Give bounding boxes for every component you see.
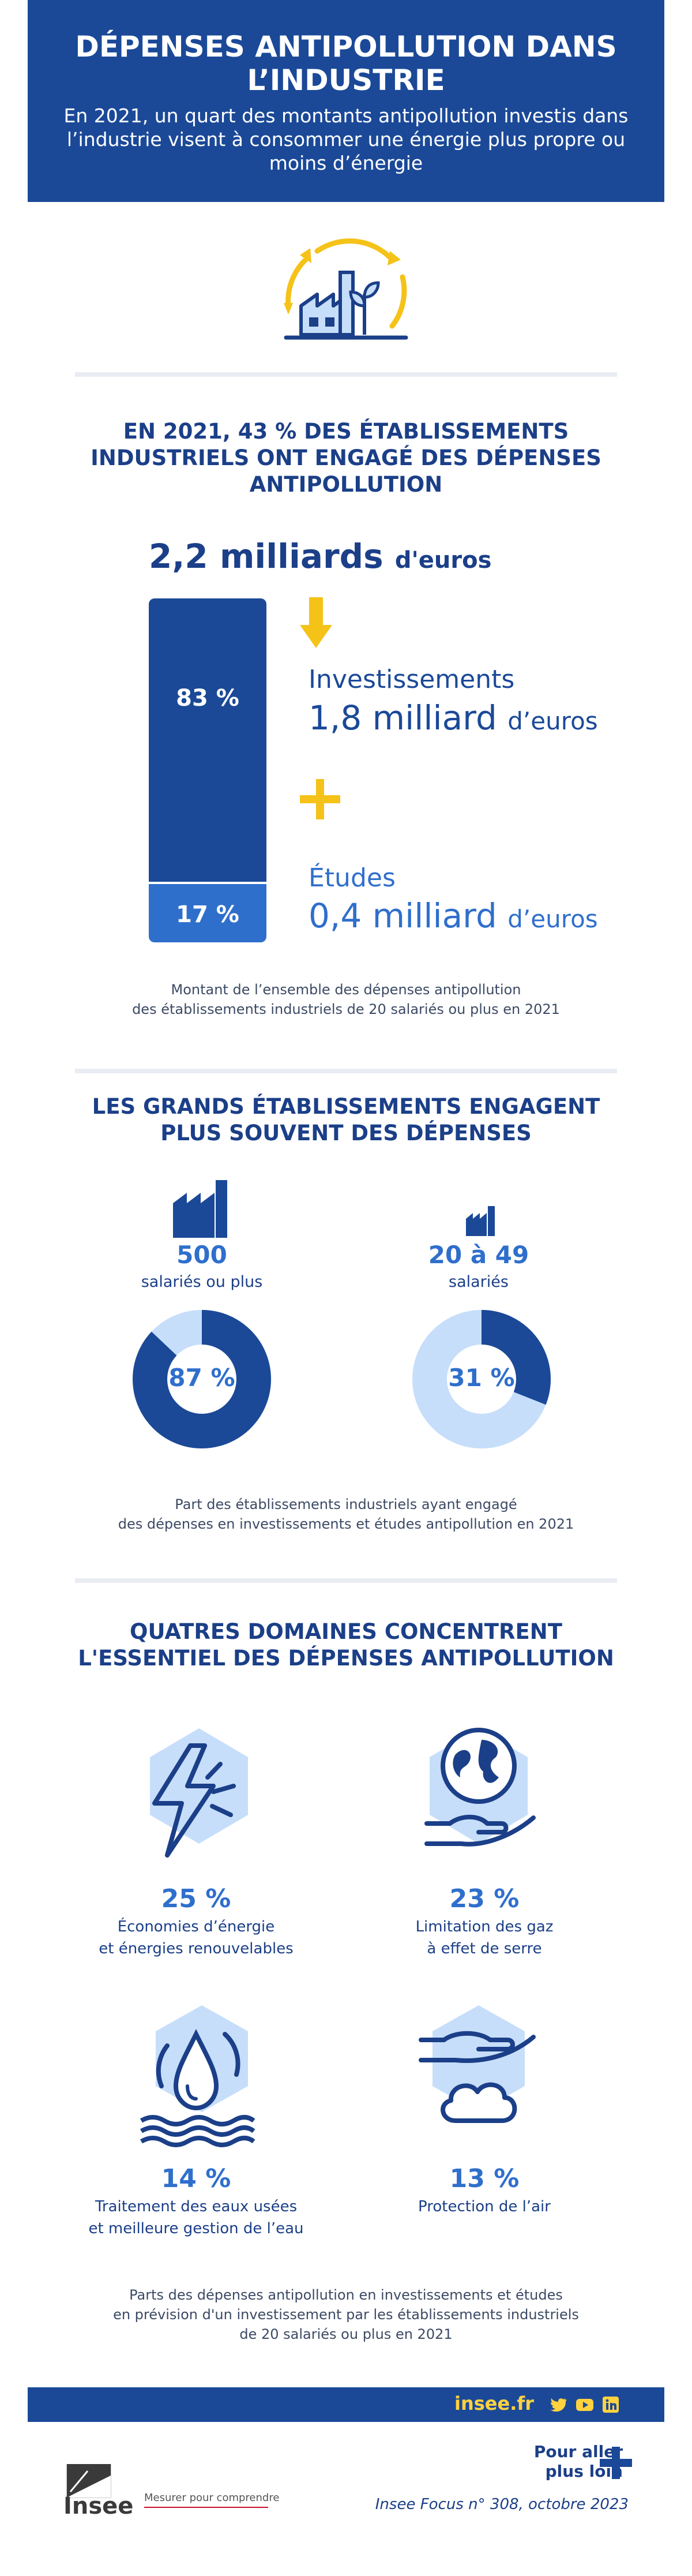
linkedin-icon[interactable] <box>601 2395 620 2414</box>
domain-air-label-line1: Protection de l’air <box>418 2198 551 2215</box>
studies-amount: 0,4 milliard d’euros <box>309 896 598 935</box>
section-divider <box>75 1578 617 1583</box>
cloud-hand-icon <box>419 2005 536 2123</box>
factory-cycle-icon <box>284 238 408 340</box>
investment-unit: d’euros <box>507 707 598 735</box>
donut-arc <box>133 1310 271 1448</box>
section2-caption-line2: des dépenses en investissements et étude… <box>118 1516 574 1532</box>
total-unit: d'euros <box>394 547 492 574</box>
tagline-underline <box>144 2507 268 2508</box>
section2-title: LES GRANDS ÉTABLISSEMENTS ENGAGENT PLUS … <box>92 1094 600 1145</box>
page-subtitle: En 2021, un quart des montants antipollu… <box>63 104 629 174</box>
donut-arc <box>412 1310 551 1448</box>
section3-caption-line3: de 20 salariés ou plus en 2021 <box>239 2326 453 2342</box>
further-reading-line1: Pour aller <box>533 2442 623 2461</box>
studies-share-label: 17 % <box>176 901 239 928</box>
domain-energy-label: Économies d’énergie et énergies renouvel… <box>75 1916 317 1960</box>
domain-ghg-label-line1: Limitation des gaz <box>415 1918 554 1935</box>
small-size-label: salariés <box>449 1273 509 1291</box>
studies-value: 0,4 milliard <box>309 896 497 935</box>
footer-bar: insee.fr <box>28 2387 664 2422</box>
insee-logo-icon <box>66 2464 111 2498</box>
investment-bar: 83 % <box>149 598 266 882</box>
large-size-label: salariés ou plus <box>141 1273 263 1291</box>
section1-title: EN 2021, 43 % DES ÉTABLISSEMENTS INDUSTR… <box>91 419 601 497</box>
small-factory-icon <box>466 1206 495 1236</box>
domain-air-pct: 13 % <box>449 2164 520 2193</box>
section1-caption-line1: Montant de l’ensemble des dépenses antip… <box>171 982 521 998</box>
section3-caption-line2: en prévision d'un investissement par les… <box>113 2307 579 2323</box>
section2-caption: Part des établissements industriels ayan… <box>86 1495 606 1534</box>
domain-ghg-pct: 23 % <box>449 1884 520 1914</box>
section1-caption-line2: des établissements industriels de 20 sal… <box>132 1001 560 1017</box>
section2-caption-line1: Part des établissements industriels ayan… <box>175 1496 517 1512</box>
further-reading-link[interactable]: Pour aller plus loin <box>496 2442 623 2481</box>
small-size-value: 20 à 49 <box>428 1241 529 1269</box>
plus-icon <box>300 779 340 819</box>
studies-name: Études <box>309 863 396 893</box>
water-drop-icon <box>140 2005 255 2147</box>
domain-ghg-label: Limitation des gaz à effet de serre <box>363 1916 606 1960</box>
domain-water-pct: 14 % <box>161 2164 231 2193</box>
total-amount: 2,2 milliards d'euros <box>149 537 491 576</box>
section1-caption: Montant de l’ensemble des dépenses antip… <box>86 980 606 1019</box>
down-arrow-icon <box>300 597 332 648</box>
further-reading-plus-icon[interactable] <box>600 2447 632 2479</box>
small-share-donut <box>412 1310 551 1448</box>
header-banner: DÉPENSES ANTIPOLLUTION DANS L’INDUSTRIE … <box>28 0 664 202</box>
large-factory-icon <box>173 1180 227 1238</box>
section-divider <box>75 372 617 377</box>
domain-water-label: Traitement des eaux usées et meilleure g… <box>75 2196 317 2240</box>
page-title: DÉPENSES ANTIPOLLUTION DANS L’INDUSTRIE <box>75 30 617 97</box>
studies-unit: d’euros <box>507 905 598 933</box>
studies-bar: 17 % <box>149 884 266 942</box>
publication-reference: Insee Focus n° 308, octobre 2023 <box>375 2496 629 2513</box>
globe-hand-icon <box>424 1728 536 1847</box>
domain-water-label-line2: et meilleure gestion de l’eau <box>88 2220 304 2237</box>
investment-share-label: 83 % <box>176 685 239 712</box>
domain-energy-label-line2: et énergies renouvelables <box>99 1940 294 1957</box>
investment-name: Investissements <box>309 665 515 694</box>
small-share-label: 31 % <box>448 1364 515 1392</box>
brand-name: Insee <box>63 2493 134 2519</box>
brand-tagline: Mesurer pour comprendre <box>144 2492 280 2504</box>
twitter-icon[interactable] <box>550 2395 568 2414</box>
section3-caption-line1: Parts des dépenses antipollution en inve… <box>129 2287 563 2303</box>
section3-caption: Parts des dépenses antipollution en inve… <box>86 2285 606 2344</box>
domain-air-label: Protection de l’air <box>363 2196 606 2218</box>
domain-ghg-label-line2: à effet de serre <box>427 1940 542 1957</box>
section3-title: QUATRES DOMAINES CONCENTRENT L'ESSENTIEL… <box>78 1619 614 1671</box>
domain-water-label-line1: Traitement des eaux usées <box>95 2198 298 2215</box>
total-value: 2,2 milliards <box>149 537 383 576</box>
domain-energy-pct: 25 % <box>161 1884 231 1914</box>
youtube-icon[interactable] <box>576 2395 594 2414</box>
section-divider <box>75 1069 617 1073</box>
investment-value: 1,8 milliard <box>309 698 497 737</box>
large-size-value: 500 <box>176 1241 227 1269</box>
investment-amount: 1,8 milliard d’euros <box>309 698 598 737</box>
lightning-icon <box>150 1728 248 1858</box>
domain-energy-label-line1: Économies d’énergie <box>117 1918 275 1935</box>
large-share-label: 87 % <box>168 1364 235 1392</box>
site-link[interactable]: insee.fr <box>454 2392 535 2414</box>
large-share-donut <box>133 1310 271 1448</box>
